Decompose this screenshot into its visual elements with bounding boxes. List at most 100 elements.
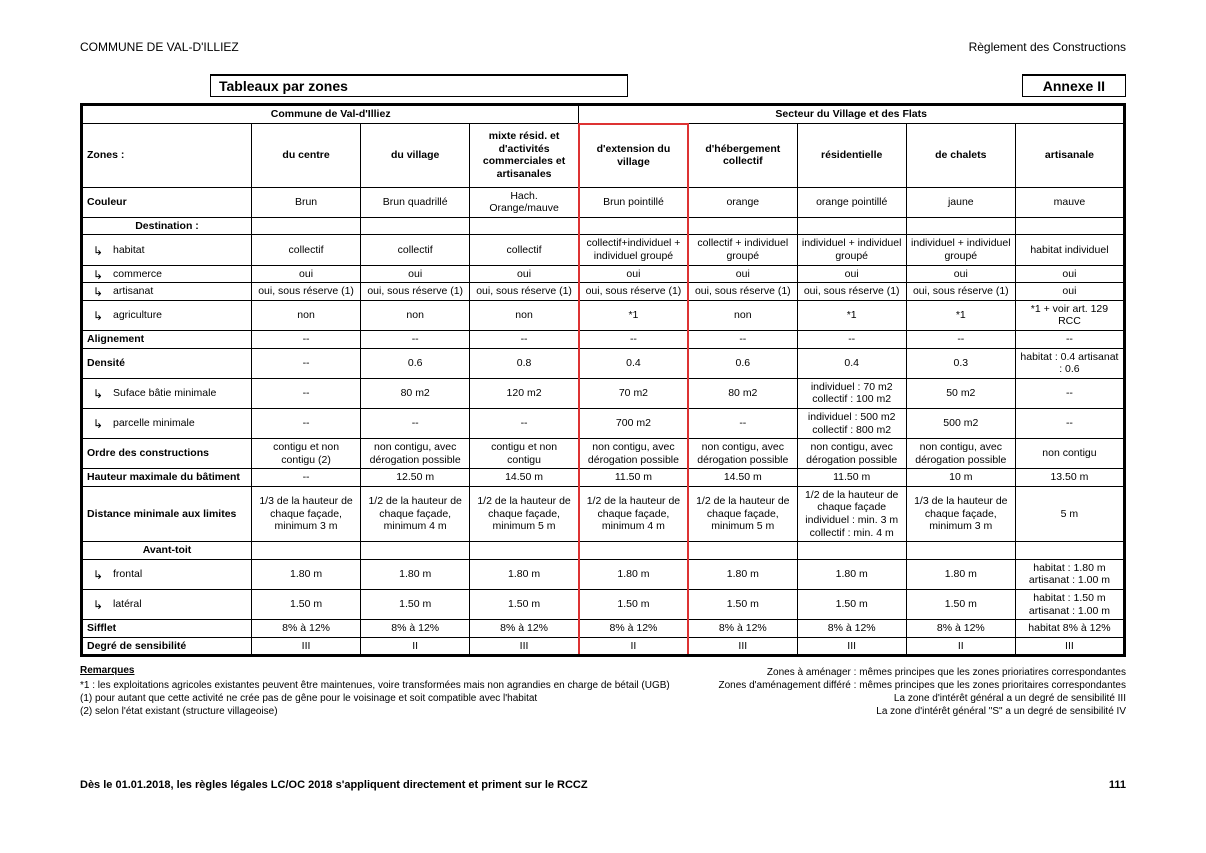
cell: --: [252, 378, 361, 408]
cell: 14.50 m: [688, 469, 797, 487]
cell: 1.50 m: [688, 590, 797, 620]
cell: 13.50 m: [1015, 469, 1124, 487]
cell: non: [688, 300, 797, 330]
footer-left: Dès le 01.01.2018, les règles légales LC…: [80, 779, 588, 791]
cell: contigu et non contigu (2): [252, 439, 361, 469]
row-artisanat: artisanat oui, sous réserve (1) oui, sou…: [82, 283, 1125, 301]
row-densite: Densité -- 0.6 0.8 0.4 0.6 0.4 0.3 habit…: [82, 348, 1125, 378]
cell: oui: [252, 265, 361, 283]
row-couleur: Couleur Brun Brun quadrillé Hach. Orange…: [82, 187, 1125, 217]
label-parcelle: parcelle minimale: [82, 408, 252, 438]
cell: 1.80 m: [797, 559, 906, 589]
cell: non contigu, avec dérogation possible: [797, 439, 906, 469]
cell: mauve: [1015, 187, 1124, 217]
cell: habitat : 1.80 m artisanat : 1.00 m: [1015, 559, 1124, 589]
row-surface: Suface bâtie minimale -- 80 m2 120 m2 70…: [82, 378, 1125, 408]
cell: collectif: [470, 235, 579, 265]
cell: II: [579, 637, 688, 656]
cell: --: [470, 408, 579, 438]
cell: non contigu, avec dérogation possible: [906, 439, 1015, 469]
col-mixte: mixte résid. et d'activités commerciales…: [470, 124, 579, 188]
cell: 11.50 m: [797, 469, 906, 487]
cell: 0.6: [688, 348, 797, 378]
row-destination: Destination :: [82, 217, 1125, 235]
cell: [252, 542, 361, 560]
cell: 80 m2: [361, 378, 470, 408]
cell: 1/2 de la hauteur de chaque façade, mini…: [579, 486, 688, 541]
remark-line: (2) selon l'état existant (structure vil…: [80, 706, 679, 717]
cell: individuel : 500 m2 collectif : 800 m2: [797, 408, 906, 438]
cell: III: [1015, 637, 1124, 656]
zones-header-row: Zones : du centre du village mixte résid…: [82, 124, 1125, 188]
cell: --: [252, 348, 361, 378]
cell: jaune: [906, 187, 1015, 217]
label-degre: Degré de sensibilité: [82, 637, 252, 656]
cell: oui, sous réserve (1): [361, 283, 470, 301]
cell: 1.80 m: [361, 559, 470, 589]
cell: --: [906, 330, 1015, 348]
cell: [688, 217, 797, 235]
cell: --: [688, 408, 797, 438]
cell: non: [470, 300, 579, 330]
cell: 8% à 12%: [470, 620, 579, 638]
label-commerce: commerce: [82, 265, 252, 283]
cell: *1: [579, 300, 688, 330]
cell: --: [1015, 378, 1124, 408]
cell: 0.3: [906, 348, 1015, 378]
cell: 1/2 de la hauteur de chaque façade, mini…: [688, 486, 797, 541]
cell: 1.50 m: [906, 590, 1015, 620]
cell: non contigu, avec dérogation possible: [361, 439, 470, 469]
cell: --: [252, 408, 361, 438]
label-surface: Suface bâtie minimale: [82, 378, 252, 408]
cell: --: [1015, 408, 1124, 438]
cell: [688, 542, 797, 560]
title-left: Tableaux par zones: [210, 74, 628, 97]
cell: 1.80 m: [688, 559, 797, 589]
col-village: du village: [361, 124, 470, 188]
cell: *1: [906, 300, 1015, 330]
cell: habitat 8% à 12%: [1015, 620, 1124, 638]
cell: 1.50 m: [797, 590, 906, 620]
cell: --: [688, 330, 797, 348]
cell: individuel + individuel groupé: [906, 235, 1015, 265]
cell: 1.50 m: [361, 590, 470, 620]
row-habitat: habitat collectif collectif collectif co…: [82, 235, 1125, 265]
remarks-right: Zones à aménager : mêmes principes que l…: [719, 665, 1127, 719]
col-artisanale: artisanale: [1015, 124, 1124, 188]
remark-line: La zone d'intérêt général "S" a un degré…: [719, 706, 1127, 717]
cell: 11.50 m: [579, 469, 688, 487]
cell: --: [361, 408, 470, 438]
label-artisanat: artisanat: [82, 283, 252, 301]
cell: 8% à 12%: [688, 620, 797, 638]
cell: [906, 542, 1015, 560]
cell: oui: [1015, 265, 1124, 283]
cell: --: [1015, 330, 1124, 348]
cell: 0.8: [470, 348, 579, 378]
cell: non contigu, avec dérogation possible: [579, 439, 688, 469]
header-left: COMMUNE DE VAL-D'ILLIEZ: [80, 40, 239, 54]
cell: orange: [688, 187, 797, 217]
footer-page-number: 111: [1109, 779, 1126, 791]
cell: 1.80 m: [579, 559, 688, 589]
row-sifflet: Sifflet 8% à 12% 8% à 12% 8% à 12% 8% à …: [82, 620, 1125, 638]
cell: --: [470, 330, 579, 348]
cell: non contigu, avec dérogation possible: [688, 439, 797, 469]
cell: [470, 542, 579, 560]
sector-title: Secteur du Village et des Flats: [579, 105, 1125, 124]
zones-table: Commune de Val-d'Illiez Secteur du Villa…: [80, 103, 1126, 657]
cell: oui, sous réserve (1): [252, 283, 361, 301]
row-distance: Distance minimale aux limites 1/3 de la …: [82, 486, 1125, 541]
cell: 1.80 m: [252, 559, 361, 589]
cell: 10 m: [906, 469, 1015, 487]
cell: oui: [361, 265, 470, 283]
col-centre: du centre: [252, 124, 361, 188]
cell: 8% à 12%: [797, 620, 906, 638]
cell: collectif+individuel + individuel groupé: [579, 235, 688, 265]
cell: oui, sous réserve (1): [688, 283, 797, 301]
row-frontal: frontal 1.80 m 1.80 m 1.80 m 1.80 m 1.80…: [82, 559, 1125, 589]
cell: 0.4: [797, 348, 906, 378]
col-residentielle: résidentielle: [797, 124, 906, 188]
cell: oui, sous réserve (1): [797, 283, 906, 301]
cell: habitat : 0.4 artisanat : 0.6: [1015, 348, 1124, 378]
label-avanttoit: Avant-toit: [82, 542, 252, 560]
